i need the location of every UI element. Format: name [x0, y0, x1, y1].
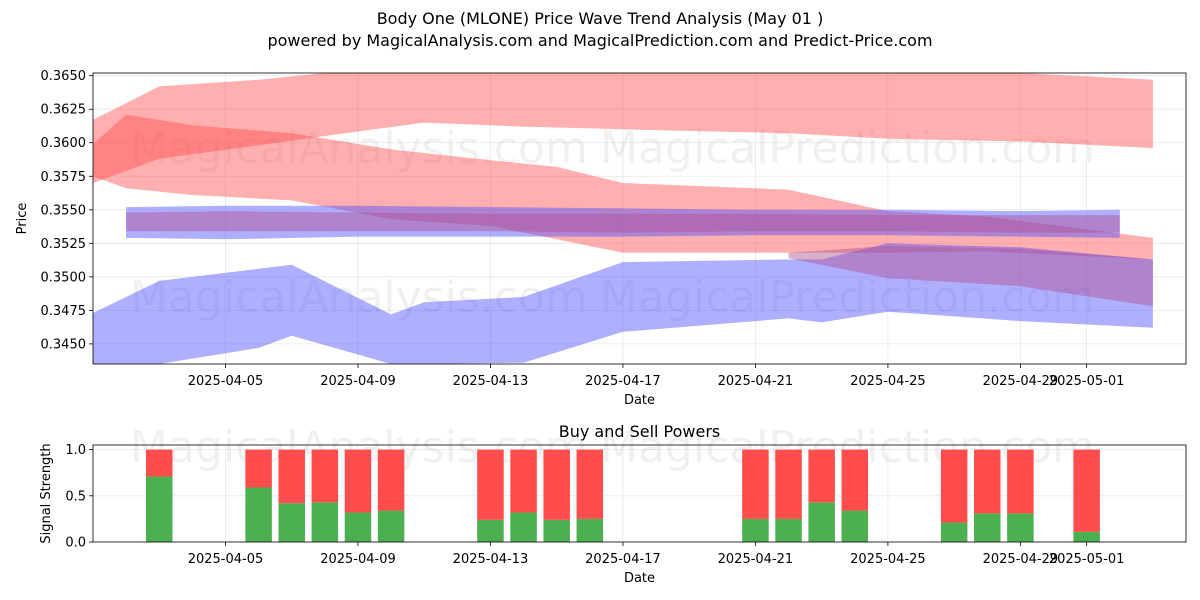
sell-bar — [1007, 449, 1034, 514]
y-axis-label: Price — [15, 203, 30, 235]
price-panel: MagicalAnalysis.com MagicalPrediction.com… — [15, 69, 1187, 473]
sell-bar — [245, 449, 272, 488]
x-tick-label: 2025-05-01 — [1049, 552, 1125, 567]
x-tick-label: 2025-04-29 — [983, 552, 1059, 567]
signal-panel: Buy and Sell Powers 2025-04-05 2025-04-09 2… — [39, 422, 1187, 586]
watermark-text: MagicalAnalysis.com — [130, 272, 588, 323]
x-tick-label: 2025-04-21 — [718, 374, 794, 389]
buy-bar — [940, 522, 968, 542]
y-tick-label: 0.3450 — [41, 337, 87, 352]
x-axis-label: Date — [624, 393, 655, 408]
band-blue-4 — [126, 205, 1120, 240]
sell-bar — [344, 449, 372, 513]
sell-bar — [510, 449, 537, 513]
y-tick-label: 1.0 — [65, 443, 86, 458]
band-purple-3 — [788, 246, 1153, 307]
y-tick-label: 0.3625 — [41, 103, 87, 118]
y-tick-label: 0.0 — [65, 536, 86, 551]
chart-title: Body One (MLONE) Price Wave Trend Analys… — [376, 9, 824, 28]
x-tick-label: 2025-04-09 — [320, 374, 396, 389]
buy-bar — [775, 518, 802, 542]
sell-bar — [775, 449, 802, 519]
buy-bar — [742, 518, 769, 542]
buy-bar — [1007, 513, 1034, 542]
buy-bar — [477, 519, 504, 542]
sell-bar — [1073, 449, 1100, 532]
buy-bar — [145, 476, 173, 542]
chart-subtitle: powered by MagicalAnalysis.com and Magic… — [267, 31, 933, 50]
x-tick-label: 2025-04-17 — [585, 552, 661, 567]
sell-bar — [278, 449, 305, 504]
watermark-text: MagicalPrediction.com — [600, 272, 1095, 323]
x-tick-label: 2025-04-29 — [983, 374, 1059, 389]
y-tick-label: 0.5 — [65, 489, 86, 504]
buy-bar — [841, 510, 869, 542]
sell-bar — [742, 449, 769, 519]
y-tick-label: 0.3525 — [41, 237, 87, 252]
sell-bar — [808, 449, 835, 503]
y-tick-label: 0.3600 — [41, 136, 87, 151]
buy-bar — [278, 503, 305, 542]
buy-bar — [311, 502, 339, 542]
y-tick-label: 0.3575 — [41, 170, 87, 185]
x-tick-label: 2025-04-09 — [320, 552, 396, 567]
watermark-text: MagicalPrediction.com — [600, 123, 1095, 174]
y-tick-label: 0.3650 — [41, 69, 87, 84]
buy-bar — [377, 510, 405, 542]
sell-bar — [940, 449, 968, 523]
x-tick-label: 2025-04-13 — [453, 552, 529, 567]
y-tick-label: 0.3475 — [41, 304, 87, 319]
sell-bar — [311, 449, 339, 503]
buy-bar — [1073, 531, 1100, 542]
buy-bar — [543, 519, 570, 542]
signal-panel-title: Buy and Sell Powers — [559, 422, 721, 441]
band-blue-2 — [93, 243, 1153, 364]
buy-bar — [245, 487, 272, 542]
sell-bar — [841, 449, 869, 511]
axes-frame — [92, 444, 1187, 543]
sell-bar — [377, 449, 405, 511]
x-tick-label: 2025-04-17 — [585, 374, 661, 389]
sell-bar — [974, 449, 1001, 514]
band-red-1 — [93, 114, 1153, 260]
sell-bar — [145, 449, 173, 477]
y-axis-label: Signal Strength — [39, 443, 54, 543]
x-axis-label: Date — [624, 571, 655, 586]
x-tick-label: 2025-04-05 — [188, 374, 264, 389]
x-tick-label: 2025-04-25 — [850, 552, 926, 567]
buy-bar — [576, 518, 604, 542]
sell-bar — [543, 449, 570, 520]
buy-bar — [344, 512, 372, 542]
buy-bar — [974, 513, 1001, 542]
buy-bar — [510, 512, 537, 542]
band-red-0 — [93, 73, 1153, 183]
sell-bar — [477, 449, 504, 520]
watermark-text: MagicalAnalysis.com — [130, 123, 588, 174]
y-tick-label: 0.3500 — [41, 270, 87, 285]
y-tick-label: 0.3550 — [41, 203, 87, 218]
x-tick-label: 2025-05-01 — [1049, 374, 1125, 389]
axes-frame — [92, 72, 1187, 365]
buy-bar — [808, 502, 835, 542]
x-tick-label: 2025-04-13 — [453, 374, 529, 389]
band-purple-5 — [126, 211, 1120, 233]
bands-group — [93, 73, 1153, 364]
sell-bar — [576, 449, 604, 519]
x-tick-label: 2025-04-21 — [718, 552, 794, 567]
x-tick-label: 2025-04-05 — [188, 552, 264, 567]
x-tick-label: 2025-04-25 — [850, 374, 926, 389]
